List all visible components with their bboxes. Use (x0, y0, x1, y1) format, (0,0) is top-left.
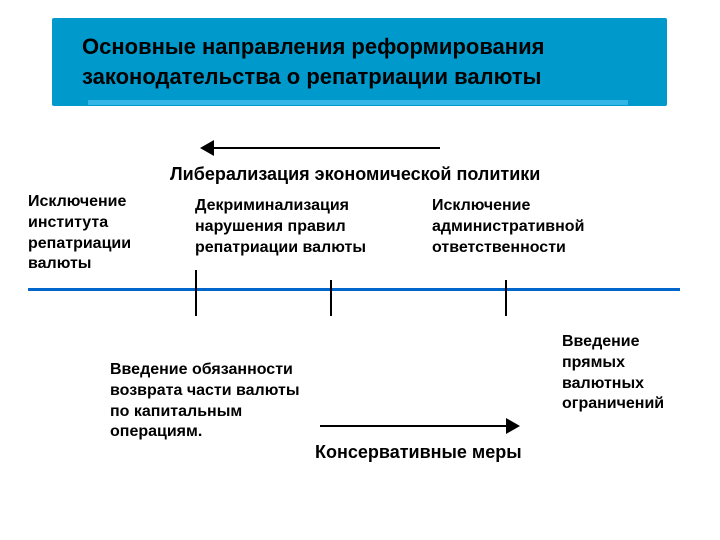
timeline-tick (505, 280, 507, 316)
header-panel: Основные направления реформирования зако… (52, 18, 667, 106)
page-title: Основные направления реформирования зако… (82, 32, 637, 91)
top-item-exclusion-institute: Исключение института репатриации валюты (28, 192, 178, 275)
arrow-right-icon (506, 418, 520, 434)
arrow-line (212, 147, 440, 149)
conservative-arrow (320, 418, 520, 434)
bottom-item-return-obligation: Введение обязанности возврата части валю… (110, 360, 300, 443)
liberalization-label: Либерализация экономической политики (170, 164, 540, 185)
bottom-item-direct-restrictions: Введение прямых валютных ограничений (562, 332, 702, 415)
top-item-decriminalization: Декриминализация нарушения правил репатр… (195, 196, 375, 258)
timeline-axis (28, 288, 680, 291)
timeline-tick (195, 270, 197, 316)
top-item-exclusion-admin: Исключение административной ответственно… (432, 196, 632, 258)
arrow-line (320, 425, 508, 427)
conservative-label: Консервативные меры (315, 442, 522, 463)
header-underline (88, 100, 628, 105)
timeline-tick (330, 280, 332, 316)
liberalization-arrow (200, 140, 440, 156)
